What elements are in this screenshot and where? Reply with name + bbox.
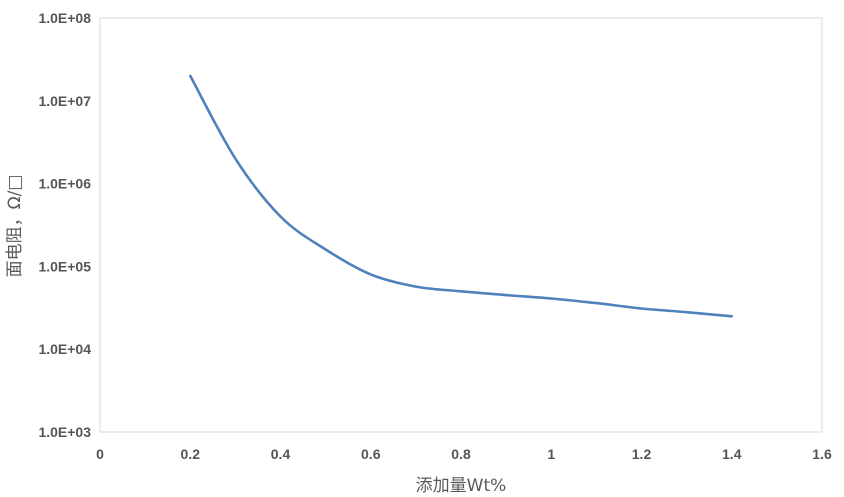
- y-tick-label: 1.0E+05: [38, 258, 91, 274]
- x-tick-label: 0.4: [271, 446, 291, 462]
- plot-area: [99, 17, 823, 433]
- x-tick-label: 0.6: [361, 446, 381, 462]
- plot-border: [99, 17, 823, 433]
- series-line: [189, 74, 733, 318]
- y-tick-label: 1.0E+04: [38, 341, 91, 357]
- x-tick-label: 1.4: [722, 446, 742, 462]
- x-tick-label: 0.2: [181, 446, 201, 462]
- y-tick-label: 1.0E+08: [38, 10, 91, 26]
- x-tick-label: 0: [96, 446, 104, 462]
- y-axis-title: 面电阻，Ω/□: [5, 175, 25, 278]
- x-tick-label: 1: [547, 446, 555, 462]
- y-tick-label: 1.0E+03: [38, 424, 91, 440]
- x-axis: 0 0.2 0.4 0.6 0.8 1 1.2 1.4 1.6: [96, 446, 832, 462]
- series-area: [189, 74, 733, 318]
- x-tick-label: 0.8: [451, 446, 471, 462]
- y-tick-label: 1.0E+06: [38, 176, 91, 192]
- x-axis-title: 添加量Wt%: [416, 476, 507, 496]
- y-axis: 1.0E+03 1.0E+04 1.0E+05 1.0E+06 1.0E+07 1.0E+…: [38, 10, 91, 440]
- x-tick-label: 1.6: [812, 446, 832, 462]
- y-tick-label: 1.0E+07: [38, 93, 91, 109]
- x-tick-label: 1.2: [632, 446, 652, 462]
